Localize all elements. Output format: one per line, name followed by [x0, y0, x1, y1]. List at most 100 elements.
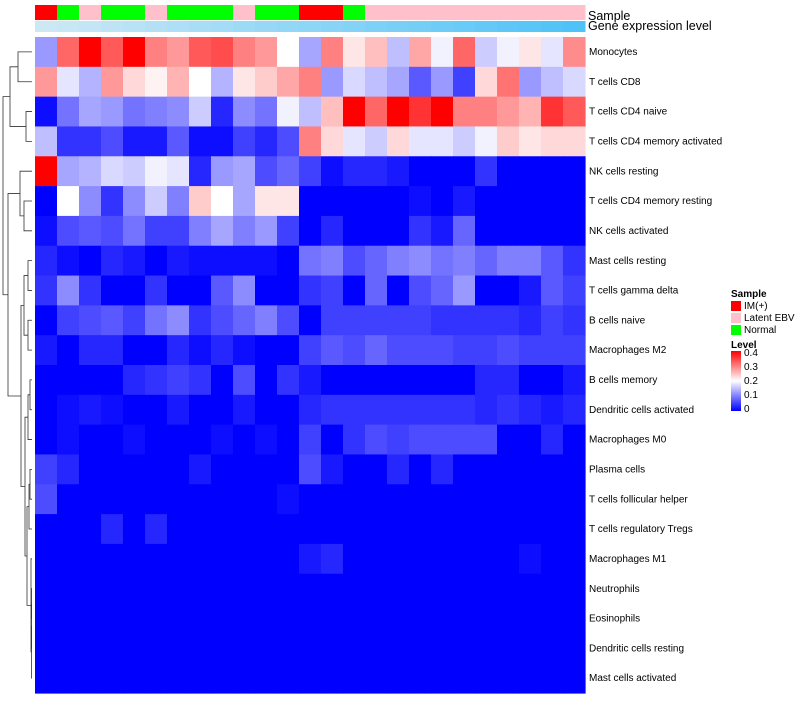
heatmap-cell	[255, 424, 278, 456]
heatmap-cell	[145, 573, 168, 605]
heatmap-cell	[189, 215, 212, 247]
heatmap-cell	[519, 514, 542, 545]
heatmap-cell	[409, 335, 432, 366]
heatmap-cell	[541, 37, 564, 68]
heatmap-cell	[255, 245, 278, 277]
heatmap-cell	[233, 245, 256, 277]
heatmap-cell	[563, 156, 586, 187]
heatmap-cell	[167, 156, 190, 187]
heatmap-cell	[563, 335, 586, 366]
heatmap-cell	[475, 96, 498, 128]
heatmap-cell	[299, 633, 322, 664]
heatmap-cell	[387, 186, 410, 217]
heatmap-cell	[409, 573, 432, 605]
heatmap-cell	[255, 335, 278, 366]
heatmap-cell	[321, 335, 344, 366]
heatmap-cell	[541, 454, 564, 485]
sample-annotation-cell	[167, 5, 190, 20]
row-label: T cells CD8	[589, 77, 641, 88]
heatmap-cell	[79, 663, 102, 694]
heatmap-cell	[321, 424, 344, 456]
heatmap-cell	[475, 454, 498, 485]
heatmap-cell	[101, 663, 124, 694]
heatmap-cell	[497, 305, 520, 336]
heatmap-cell	[497, 215, 520, 247]
heatmap-cell	[299, 186, 322, 217]
heatmap-cell	[387, 215, 410, 247]
heatmap-cell	[79, 215, 102, 247]
heatmap-cell	[321, 484, 344, 515]
column-annotations	[35, 5, 586, 32]
gene-expression-annotation-cell	[233, 21, 256, 32]
heatmap-cell	[541, 305, 564, 336]
heatmap-cell	[431, 633, 454, 664]
heatmap-cell	[57, 275, 80, 306]
dendrogram-branch	[28, 483, 32, 530]
heatmap-cell	[541, 215, 564, 247]
heatmap-cell	[431, 514, 454, 545]
heatmap-cell	[409, 603, 432, 634]
heatmap-cell	[145, 66, 168, 98]
heatmap-cell	[497, 484, 520, 515]
heatmap-cell	[475, 543, 498, 575]
heatmap-cell	[321, 543, 344, 575]
heatmap-cell	[387, 126, 410, 157]
heatmap-cell	[519, 543, 542, 575]
gene-expression-annotation-cell	[167, 21, 190, 32]
heatmap-cell	[167, 454, 190, 485]
heatmap-cell	[79, 484, 102, 515]
heatmap-cell	[57, 573, 80, 605]
heatmap-cell	[189, 156, 212, 187]
row-labels: Monocytes T cells CD8 T cells CD4 naive T c…	[589, 47, 722, 684]
heatmap-cell	[255, 275, 278, 306]
heatmap-cell	[35, 663, 58, 694]
heatmap-cell	[343, 603, 366, 634]
heatmap-cell	[563, 394, 586, 426]
heatmap-cell	[409, 454, 432, 485]
heatmap-cell	[123, 275, 146, 306]
sample-annotation-cell	[255, 5, 278, 20]
heatmap-cell	[189, 66, 212, 98]
sample-annotation-cell	[35, 5, 58, 20]
heatmap-cell	[145, 365, 168, 396]
heatmap-cell	[233, 215, 256, 247]
heatmap-cell	[519, 156, 542, 187]
heatmap-cell	[233, 603, 256, 634]
heatmap-cell	[189, 394, 212, 426]
heatmap-cell	[35, 126, 58, 157]
heatmap-cell	[233, 424, 256, 456]
heatmap-cell	[475, 156, 498, 187]
heatmap-cell	[299, 514, 322, 545]
heatmap-cell	[321, 663, 344, 694]
heatmap-cell	[233, 543, 256, 575]
heatmap-cell	[475, 335, 498, 366]
legend-color-bar	[731, 351, 741, 411]
heatmap-cell	[321, 186, 344, 217]
sample-annotation-cell	[475, 5, 498, 20]
heatmap-cell	[211, 305, 234, 336]
heatmap-cell	[189, 663, 212, 694]
legend-sample-label: Latent EBV	[744, 313, 795, 324]
heatmap-cell	[101, 603, 124, 634]
row-dendrogram	[2, 51, 32, 679]
heatmap-cell	[57, 365, 80, 396]
heatmap-cell	[277, 215, 300, 247]
heatmap-cell	[343, 156, 366, 187]
sample-annotation-cell	[79, 5, 102, 20]
heatmap-cell	[299, 126, 322, 157]
heatmap-cell	[387, 66, 410, 98]
heatmap-cell	[299, 96, 322, 128]
heatmap-cell	[475, 603, 498, 634]
heatmap-cell	[255, 663, 278, 694]
heatmap-cell	[453, 335, 476, 366]
heatmap-cell	[233, 126, 256, 157]
heatmap-cell	[431, 603, 454, 634]
heatmap-cell	[211, 96, 234, 128]
heatmap-cell	[563, 543, 586, 575]
heatmap-cell	[519, 573, 542, 605]
heatmap-cell	[497, 66, 520, 98]
heatmap-cell	[453, 543, 476, 575]
heatmap-cell	[409, 663, 432, 694]
heatmap-cell	[57, 335, 80, 366]
heatmap-cell	[497, 573, 520, 605]
